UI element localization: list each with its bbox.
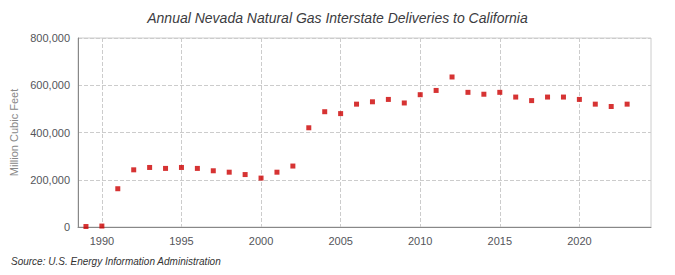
svg-text:2000: 2000	[249, 235, 273, 247]
svg-text:800,000: 800,000	[30, 32, 70, 44]
svg-text:600,000: 600,000	[30, 79, 70, 91]
svg-text:2005: 2005	[328, 235, 352, 247]
svg-text:0: 0	[64, 221, 70, 233]
svg-text:2010: 2010	[408, 235, 432, 247]
svg-text:400,000: 400,000	[30, 127, 70, 139]
svg-text:2020: 2020	[567, 235, 591, 247]
svg-text:200,000: 200,000	[30, 174, 70, 186]
svg-text:1990: 1990	[90, 235, 114, 247]
svg-text:2015: 2015	[488, 235, 512, 247]
svg-text:1995: 1995	[169, 235, 193, 247]
svg-text:Source: U.S. Energy Informatio: Source: U.S. Energy Information Administ…	[11, 256, 221, 267]
svg-text:Million Cubic Feet: Million Cubic Feet	[8, 89, 20, 176]
svg-text:Annual Nevada Natural Gas Inte: Annual Nevada Natural Gas Interstate Del…	[146, 10, 528, 26]
